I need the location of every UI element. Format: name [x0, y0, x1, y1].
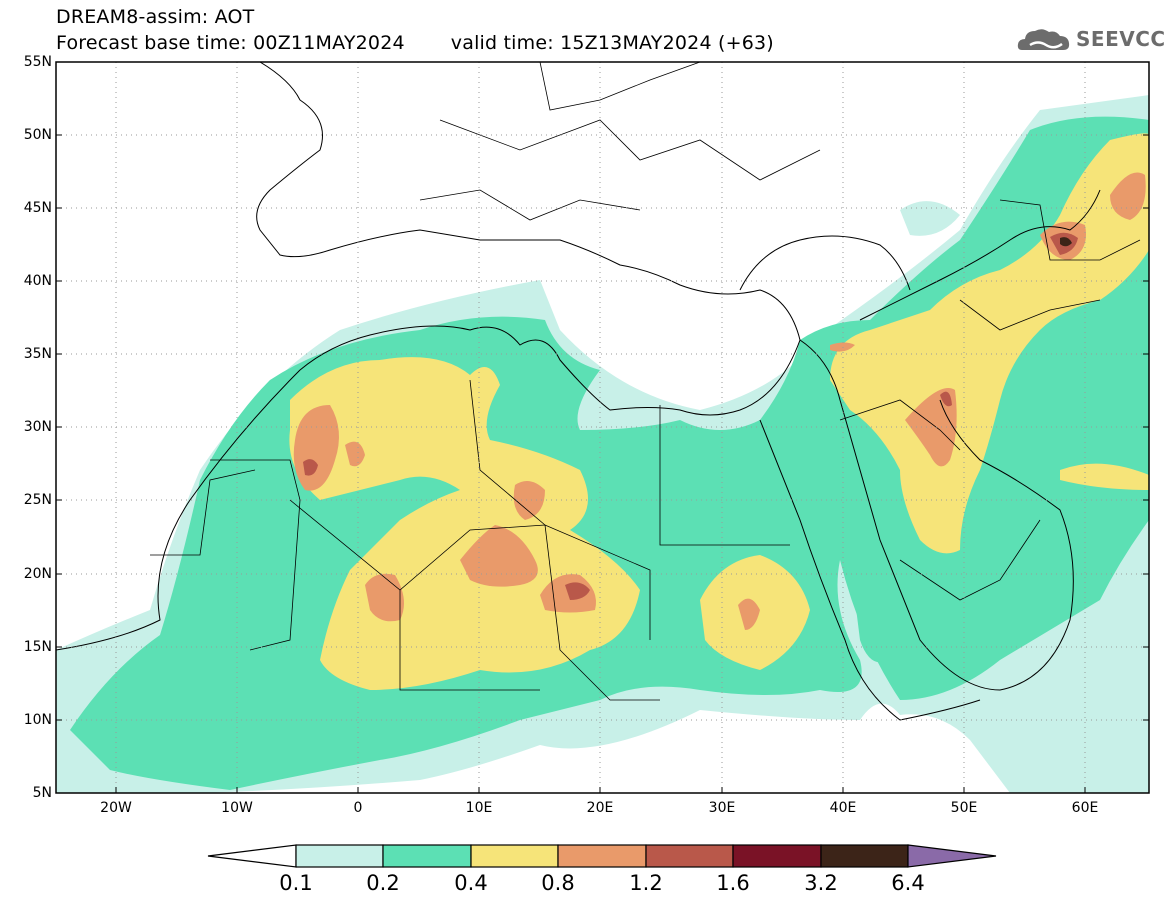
colorbar-label: 0.4: [454, 871, 487, 895]
colorbar-swatch-4: [557, 844, 647, 868]
colorbar-label: 0.8: [541, 871, 574, 895]
colorbar-label: 0.1: [279, 871, 312, 895]
lat-label-55N: 55N: [24, 54, 52, 70]
aot-band-3.2: [1060, 237, 1072, 247]
valid-time: valid time: 15Z13MAY2024 (+63): [450, 32, 774, 54]
colorbar-label: 0.2: [366, 871, 399, 895]
cloud-icon: [1017, 29, 1070, 50]
colorbar-swatch-5: [645, 844, 734, 868]
colorbar-swatch-6: [732, 844, 822, 868]
coastlines: [56, 62, 1101, 721]
lon-label-0: 0: [354, 800, 363, 816]
colorbar-label: 6.4: [891, 871, 924, 895]
lat-label-45N: 45N: [24, 200, 52, 216]
colorbar-swatch-3: [470, 844, 559, 868]
colorbar-label: 1.6: [716, 871, 749, 895]
seevccc-logo: SEEVCCC: [1016, 24, 1165, 54]
lon-label-10W: 10W: [221, 800, 253, 816]
colorbar-label: 3.2: [804, 871, 837, 895]
lon-label-20E: 20E: [587, 800, 614, 816]
time-info: Forecast base time: 00Z11MAY2024 valid ti…: [56, 32, 774, 54]
lat-label-10N: 10N: [24, 712, 52, 728]
lat-label-35N: 35N: [24, 346, 52, 362]
colorbar-swatch-7: [820, 844, 909, 868]
lat-label-5N: 5N: [33, 785, 52, 801]
colorbar-low-arrow: [207, 844, 297, 868]
lon-label-30E: 30E: [709, 800, 736, 816]
lon-label-60E: 60E: [1072, 800, 1099, 816]
lat-label-20N: 20N: [24, 566, 52, 582]
colorbar-label: 1.2: [629, 871, 662, 895]
colorbar-high-arrow: [907, 844, 997, 868]
lon-label-10E: 10E: [466, 800, 493, 816]
map-title: DREAM8-assim: AOT: [56, 6, 255, 28]
lon-label-40E: 40E: [830, 800, 857, 816]
forecast-base-time: Forecast base time: 00Z11MAY2024: [56, 32, 405, 54]
logo-text: SEEVCCC: [1076, 27, 1165, 51]
lat-label-30N: 30N: [24, 419, 52, 435]
colorbar-swatch-1: [295, 844, 384, 868]
lat-label-25N: 25N: [24, 492, 52, 508]
lon-label-20W: 20W: [100, 800, 132, 816]
colorbar: [207, 844, 997, 868]
grid-lines: [56, 62, 1149, 793]
lat-label-40N: 40N: [24, 273, 52, 289]
colorbar-swatch-2: [382, 844, 472, 868]
lat-label-15N: 15N: [24, 639, 52, 655]
lon-label-50E: 50E: [951, 800, 978, 816]
country-borders: [150, 62, 1141, 701]
lat-label-50N: 50N: [24, 127, 52, 143]
tick-marks: [56, 61, 1149, 794]
aot-band-0.8: [293, 172, 1146, 630]
